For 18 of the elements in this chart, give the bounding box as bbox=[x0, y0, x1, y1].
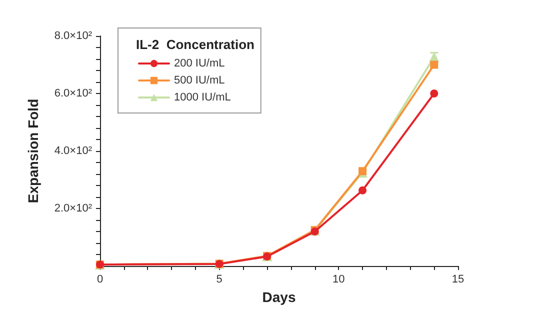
x-tick-label: 5 bbox=[216, 274, 222, 286]
y-axis-title: Expansion Fold bbox=[25, 98, 41, 204]
legend-title: IL-2 Concentration bbox=[136, 37, 255, 52]
y-tick-label: 6.0×10² bbox=[54, 88, 92, 100]
legend-label: 500 IU/mL bbox=[174, 74, 225, 86]
x-tick-label: 10 bbox=[332, 274, 345, 286]
x-axis-title: Days bbox=[262, 288, 296, 305]
y-tick-label: 4.0×10² bbox=[54, 145, 92, 157]
y-tick-label: 8.0×10² bbox=[54, 30, 92, 42]
point bbox=[358, 167, 367, 176]
point bbox=[358, 186, 367, 194]
point bbox=[430, 90, 438, 98]
x-tick-label: 15 bbox=[452, 274, 464, 286]
legend-label: 1000 IU/mL bbox=[174, 92, 231, 104]
legend-label: 200 IU/mL bbox=[174, 58, 225, 70]
x-tick-label: 0 bbox=[96, 274, 104, 286]
y-tick-label: 2.0×10² bbox=[54, 202, 92, 214]
point bbox=[430, 60, 438, 69]
